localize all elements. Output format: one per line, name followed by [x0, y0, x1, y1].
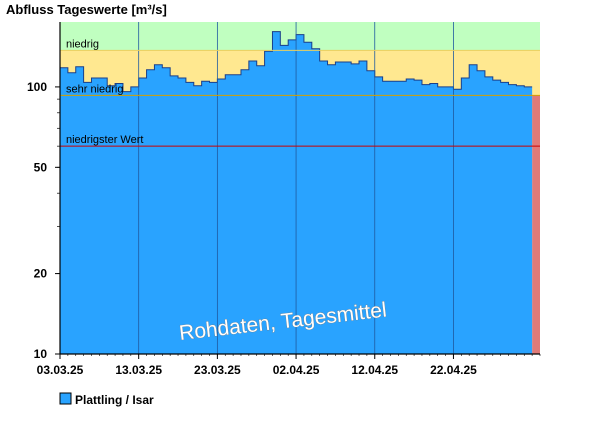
gridlines — [138, 22, 454, 354]
threshold-label-0: niedrig — [66, 38, 99, 50]
y-tick-label: 50 — [34, 160, 48, 174]
legend: Plattling / Isar — [59, 392, 154, 407]
x-tick-label: 02.04.25 — [273, 363, 320, 377]
y-tick-label: 100 — [27, 80, 47, 94]
threshold-labels: niedrig sehr niedrig niedrigster Wert — [66, 38, 143, 146]
y-tick-label: 10 — [34, 347, 48, 361]
x-tick-label: 22.04.25 — [430, 363, 477, 377]
y-tick-labels: 10 20 50 100 — [27, 80, 47, 361]
x-tick-label: 12.04.25 — [351, 363, 398, 377]
threshold-label-2: niedrigster Wert — [66, 134, 143, 146]
legend-label: Plattling / Isar — [75, 393, 154, 407]
threshold-label-1: sehr niedrig — [66, 83, 123, 95]
legend-swatch — [59, 392, 72, 405]
x-tick-label: 03.03.25 — [37, 363, 84, 377]
y-tick-label: 20 — [34, 267, 48, 281]
axes — [55, 22, 541, 359]
x-tick-label: 23.03.25 — [194, 363, 241, 377]
x-tick-label: 13.03.25 — [115, 363, 162, 377]
chart-title: Abfluss Tageswerte [m³/s] — [6, 2, 167, 17]
forecast-band — [532, 95, 540, 354]
x-tick-labels: 03.03.25 13.03.25 23.03.25 02.04.25 12.04.25… — [37, 363, 477, 377]
threshold-lines — [60, 49, 540, 147]
